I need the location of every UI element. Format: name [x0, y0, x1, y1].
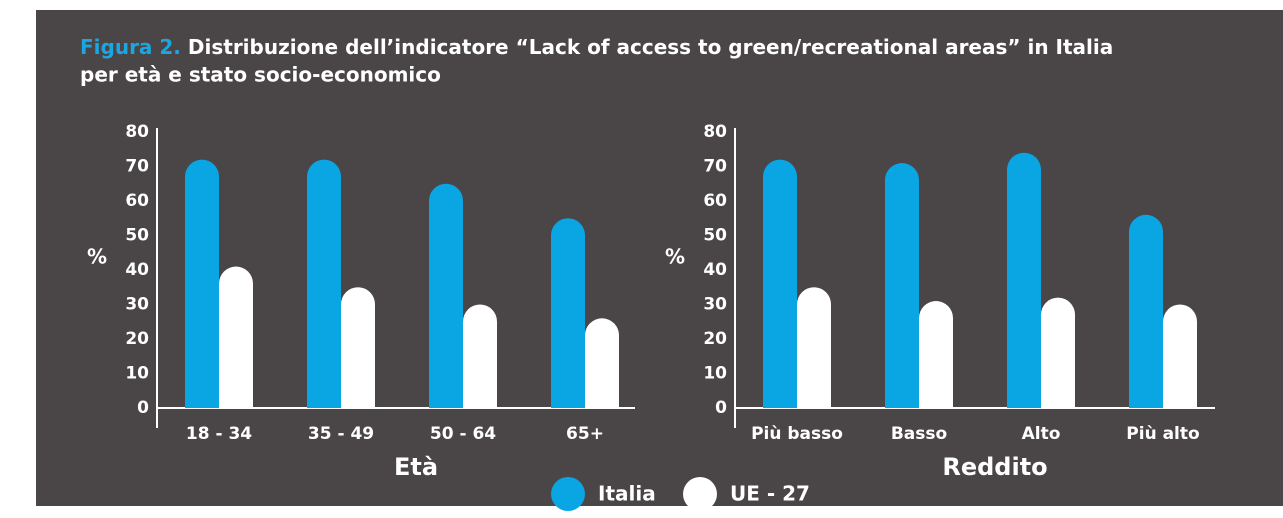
y-tick-label: 0 [137, 398, 149, 418]
y-tick-label: 80 [703, 122, 727, 142]
bar [185, 159, 219, 408]
title-line: Distribuzione dell’indicatore “Lack of a… [188, 35, 1113, 59]
y-tick-label: 70 [125, 157, 149, 177]
x-axis-label: Reddito [942, 453, 1047, 481]
x-tick-label: 18 - 34 [186, 424, 252, 444]
x-tick-label: Alto [1022, 424, 1061, 444]
bar [585, 318, 619, 408]
chart-title: Figura 2. Distribuzione dell’indicatore … [80, 35, 1113, 59]
x-tick-label: Più basso [751, 424, 843, 444]
y-tick-label: 10 [125, 364, 149, 384]
legend-swatch [683, 477, 717, 511]
x-tick-label: 35 - 49 [308, 424, 374, 444]
y-tick-label: 70 [703, 157, 727, 177]
bar [429, 183, 463, 408]
y-tick-label: 40 [703, 260, 727, 280]
y-tick-label: 0 [715, 398, 727, 418]
y-tick-label: 40 [125, 260, 149, 280]
legend-swatch [551, 477, 585, 511]
x-tick-label: 65+ [566, 424, 604, 444]
x-axis-label: Età [394, 453, 438, 481]
legend-label: UE - 27 [730, 482, 810, 506]
y-tick-label: 50 [703, 226, 727, 246]
bar [919, 301, 953, 408]
bar [1163, 304, 1197, 408]
title-prefix: Figura 2. [80, 35, 181, 59]
y-tick-label: 60 [703, 191, 727, 211]
bar [763, 159, 797, 408]
y-tick-label: 10 [703, 364, 727, 384]
bar [1129, 214, 1163, 408]
bar [885, 163, 919, 408]
bar [341, 287, 375, 408]
x-tick-label: Più alto [1126, 424, 1199, 444]
y-tick-label: 20 [703, 329, 727, 349]
y-tick-label: 20 [125, 329, 149, 349]
bar [219, 266, 253, 408]
y-tick-label: 30 [703, 295, 727, 315]
bar [551, 218, 585, 408]
bar [463, 304, 497, 408]
bar [307, 159, 341, 408]
bar [797, 287, 831, 408]
y-tick-label: 50 [125, 226, 149, 246]
y-axis-label: % [87, 245, 107, 269]
y-axis-label: % [665, 245, 685, 269]
bar [1007, 152, 1041, 408]
x-tick-label: Basso [891, 424, 947, 444]
y-tick-label: 30 [125, 295, 149, 315]
bar [1041, 297, 1075, 408]
title-line: per età e stato socio-economico [80, 63, 441, 87]
y-tick-label: 80 [125, 122, 149, 142]
legend-label: Italia [598, 482, 656, 506]
x-tick-label: 50 - 64 [430, 424, 496, 444]
y-tick-label: 60 [125, 191, 149, 211]
panel [36, 10, 1283, 506]
